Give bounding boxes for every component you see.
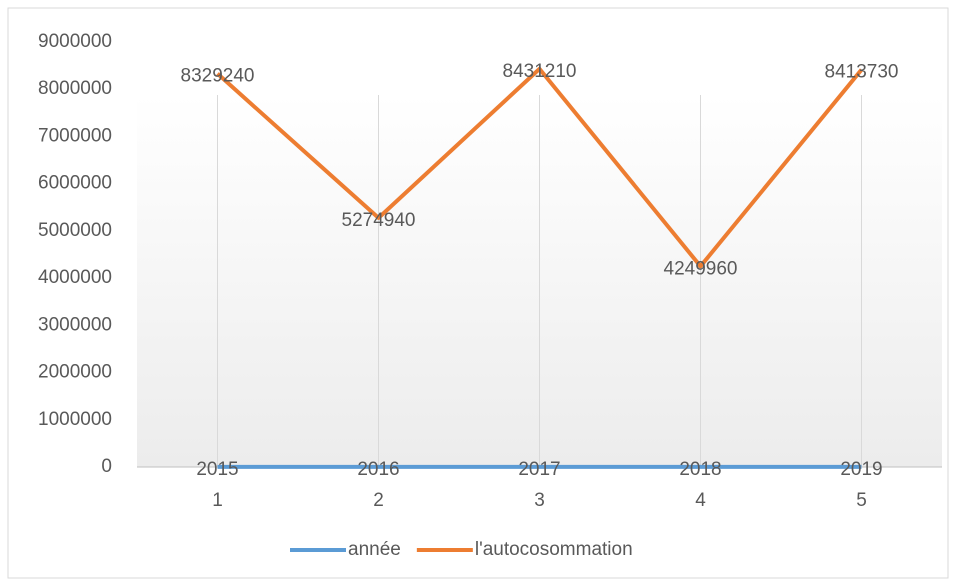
x-tick-label: 2 xyxy=(373,490,384,511)
data-label: 8413730 xyxy=(825,62,899,83)
x-tick-label: 1 xyxy=(212,490,223,511)
y-tick-label: 5000000 xyxy=(38,220,112,241)
y-tick-label: 2000000 xyxy=(38,362,112,383)
y-tick-label: 3000000 xyxy=(38,314,112,335)
x-tick-label: 3 xyxy=(534,490,545,511)
labels: 0 1000000 2000000 3000000 4000000 5000000 6000… xyxy=(38,31,898,560)
data-label: 2016 xyxy=(357,459,399,480)
y-tick-label: 0 xyxy=(101,456,112,477)
data-label: 8329240 xyxy=(181,66,255,87)
legend-label: l'autocosommation xyxy=(475,539,633,560)
x-tick-label: 4 xyxy=(695,490,706,511)
data-label: 4249960 xyxy=(664,258,738,279)
y-tick-label: 6000000 xyxy=(38,173,112,194)
data-label: 2019 xyxy=(840,459,882,480)
y-tick-label: 8000000 xyxy=(38,78,112,99)
data-label: 2018 xyxy=(679,459,721,480)
data-label: 2015 xyxy=(196,459,238,480)
data-label: 2017 xyxy=(518,459,560,480)
series-line xyxy=(216,66,864,269)
x-tick-label: 5 xyxy=(856,490,867,511)
lines xyxy=(216,66,864,469)
y-tick-label: 1000000 xyxy=(38,409,112,430)
y-tick-label: 4000000 xyxy=(38,267,112,288)
y-tick-label: 9000000 xyxy=(38,31,112,52)
legend-label: année xyxy=(348,539,401,560)
data-label: 8431210 xyxy=(503,61,577,82)
y-tick-label: 7000000 xyxy=(38,125,112,146)
data-label: 5274940 xyxy=(342,210,416,231)
